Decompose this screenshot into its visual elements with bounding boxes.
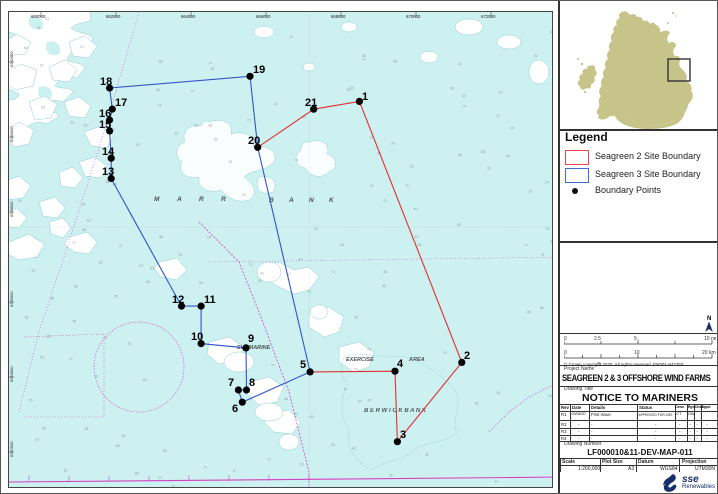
svg-text:3: 3 (400, 429, 406, 441)
svg-text:5: 5 (634, 336, 637, 342)
svg-text:2.5: 2.5 (594, 336, 601, 342)
svg-text:10: 10 (634, 350, 640, 356)
svg-text:17: 17 (115, 97, 127, 109)
svg-text:4: 4 (397, 358, 404, 370)
svg-text:11: 11 (204, 294, 216, 306)
svg-text:19: 19 (253, 64, 265, 76)
svg-text:9: 9 (248, 333, 254, 345)
svg-text:13: 13 (102, 166, 114, 178)
svg-text:15: 15 (99, 119, 111, 131)
svg-text:2: 2 (464, 350, 470, 362)
svg-text:8: 8 (249, 377, 255, 389)
svg-text:0: 0 (564, 336, 567, 342)
svg-text:7: 7 (228, 377, 234, 389)
svg-text:21: 21 (305, 97, 317, 109)
svg-text:14: 14 (102, 146, 115, 158)
svg-text:20 km: 20 km (702, 350, 716, 356)
svg-text:18: 18 (100, 76, 112, 88)
svg-text:10 nm: 10 nm (704, 336, 716, 342)
svg-text:10: 10 (191, 331, 203, 343)
svg-text:6: 6 (232, 403, 238, 415)
svg-text:12: 12 (172, 294, 184, 306)
svg-text:1: 1 (362, 91, 368, 103)
svg-text:5: 5 (300, 359, 306, 371)
svg-text:0: 0 (564, 350, 567, 356)
svg-text:20: 20 (248, 135, 260, 147)
